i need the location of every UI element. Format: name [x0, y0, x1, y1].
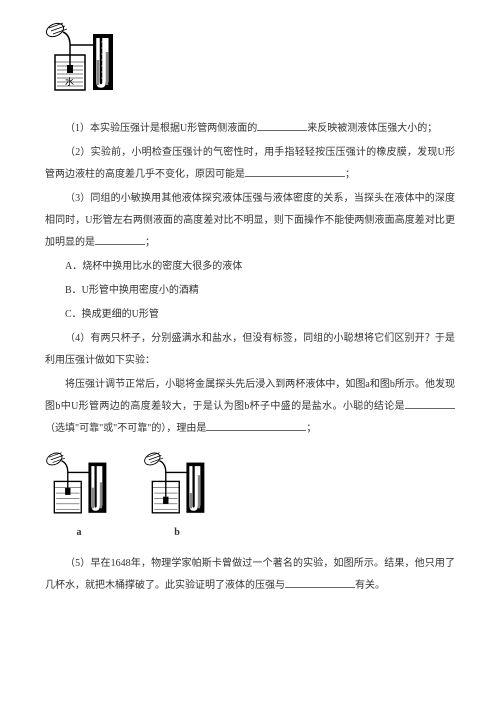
q1-text-before: （1）本实验压强计是根据U形管两侧液面的 — [65, 123, 257, 134]
blank-q4-2 — [206, 430, 306, 431]
q5-text-before: （5）早在1648年，物理学家帕斯卡曾做过一个著名的实验，如图所示。结果，他只用… — [45, 558, 455, 591]
figure-label-a: a — [45, 527, 113, 538]
option-b: B．U形管中换用密度小的酒精 — [45, 280, 455, 302]
question-4-p2: 将压强计调节正常后，小聪将金属探头先后浸入到两杯液体中，如图a和图b所示。他发现… — [45, 374, 455, 440]
blank-q5 — [285, 587, 355, 588]
option-c: C．换成更细的U形管 — [45, 304, 455, 326]
question-5: （5）早在1648年，物理学家帕斯卡曾做过一个著名的实验，如图所示。结果，他只用… — [45, 553, 455, 597]
figure-pair: a b — [45, 450, 455, 538]
figure-b: b — [143, 450, 211, 538]
question-4-p1: （4）有两只杯子，分别盛满水和盐水，但没有标签，同组的小聪想将它们区别开？于是利… — [45, 328, 455, 372]
figure-a: a — [45, 450, 113, 538]
q2-text-after: ； — [345, 169, 355, 180]
q3-text-after: ； — [145, 237, 155, 248]
q4-p2-a: 将压强计调节正常后，小聪将金属探头先后浸入到两杯液体中，如图a和图b所示。他发现… — [45, 379, 455, 412]
question-3: （3）同组的小敏换用其他液体探究液体压强与液体密度的关系，当探头在液体中的深度相… — [45, 188, 455, 254]
apparatus-b-svg — [143, 450, 211, 520]
figure-label-b: b — [143, 527, 211, 538]
question-2: （2）实验前，小明检查压强计的气密性时，用手指轻轻按压压强计的橡皮膜，发现U形管… — [45, 142, 455, 186]
blank-q4-1 — [405, 408, 455, 409]
q5-text-after: 有关。 — [355, 580, 385, 591]
water-label-text: 水 — [65, 76, 74, 87]
question-1: （1）本实验压强计是根据U形管两侧液面的 来反映被测液体压强大小的； — [45, 118, 455, 140]
apparatus-a-svg — [45, 450, 113, 520]
q3-text: （3）同组的小敏换用其他液体探究液体压强与液体密度的关系，当探头在液体中的深度相… — [45, 193, 455, 248]
q4-p2-b: （选填"可靠"或"不可靠"的），理由是 — [45, 423, 206, 434]
apparatus-diagram: 水 — [45, 20, 120, 98]
blank-q3 — [95, 244, 145, 245]
q4-p2-c: ； — [306, 423, 316, 434]
figure-top: 水 — [45, 20, 455, 103]
blank-q1 — [257, 130, 307, 131]
option-a: A．烧杯中换用比水的密度大很多的液体 — [45, 256, 455, 278]
q1-text-after: 来反映被测液体压强大小的； — [307, 123, 437, 134]
blank-q2 — [245, 176, 345, 177]
